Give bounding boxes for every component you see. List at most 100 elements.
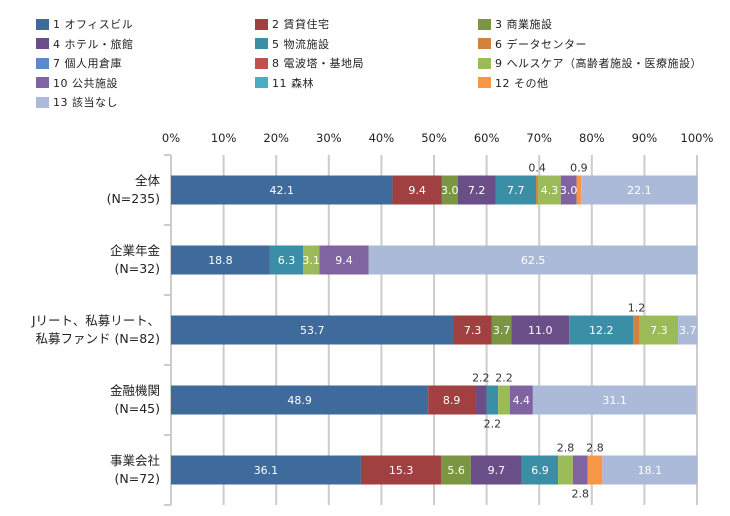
data-label: 6.3 <box>278 254 296 267</box>
legend-swatch <box>36 38 49 49</box>
category-label: 事業会社 <box>110 453 160 468</box>
data-label: 2.8 <box>586 442 604 455</box>
data-label: 62.5 <box>521 254 546 267</box>
bar-segment <box>576 175 582 205</box>
data-label: 0.9 <box>570 162 588 175</box>
data-label: 11.0 <box>528 324 553 337</box>
legend-swatch <box>36 77 49 88</box>
bar-segment <box>633 315 640 345</box>
data-label: 6.9 <box>531 464 549 477</box>
data-label: 2.2 <box>472 372 490 385</box>
data-label: 8.9 <box>443 394 461 407</box>
legend-swatch <box>36 57 49 69</box>
bar-segment <box>587 455 603 485</box>
legend-label: 5 物流施設 <box>272 37 330 51</box>
data-label: 7.3 <box>464 324 482 337</box>
bar-segment <box>360 455 442 485</box>
data-label: 2.8 <box>571 488 589 501</box>
bar-segment <box>569 315 634 345</box>
bar-segment <box>558 455 573 485</box>
data-label: 7.3 <box>650 324 668 337</box>
legend-item: 10 公共施設 <box>36 75 118 91</box>
bar-segment <box>678 315 698 345</box>
bar-segment <box>521 455 559 485</box>
category-label: (N=72) <box>115 471 160 486</box>
bar-segment <box>639 315 679 345</box>
x-tick-label: 90% <box>632 131 658 145</box>
bar-segment <box>441 175 458 205</box>
legend-swatch <box>255 38 268 49</box>
data-label: 4.3 <box>541 184 559 197</box>
x-tick-label: 0% <box>162 131 180 145</box>
data-label: 2.2 <box>484 418 502 431</box>
category-label: 私募ファンド (N=82) <box>36 331 160 346</box>
data-label: 0.4 <box>528 162 546 175</box>
bar-segment <box>581 175 698 205</box>
category-label: 金融機関 <box>110 383 160 398</box>
legend-label: 7 個人用倉庫 <box>53 57 122 70</box>
legend-label: 12 その他 <box>495 76 549 90</box>
legend-label: 2 賃貸住宅 <box>272 18 330 31</box>
bar-segment <box>453 315 492 345</box>
bar-segment <box>171 455 361 485</box>
bar-segment <box>491 315 512 345</box>
bar-segment <box>457 175 496 205</box>
legend-swatch <box>478 57 491 69</box>
bar-segment <box>532 385 697 415</box>
legend-item: 3 商業施設 <box>478 16 553 32</box>
bar-segment <box>171 175 393 205</box>
bar-segment <box>171 245 270 275</box>
data-label: 15.3 <box>389 464 414 477</box>
data-label: 4.4 <box>513 394 531 407</box>
bar-segment <box>536 175 539 205</box>
bar-segment <box>441 455 471 485</box>
legend-label: 11 森林 <box>272 76 314 90</box>
data-label: 31.1 <box>602 394 627 407</box>
data-label: 1.2 <box>628 302 646 315</box>
x-tick-label: 60% <box>474 131 500 145</box>
bar-segment <box>368 245 698 275</box>
data-label: 2.2 <box>495 372 513 385</box>
legend-item: 4 ホテル・旅館 <box>36 36 134 52</box>
data-label: 3.0 <box>441 184 459 197</box>
legend-swatch <box>36 18 49 30</box>
legend-item: 5 物流施設 <box>255 36 330 52</box>
legend-item: 2 賃貸住宅 <box>255 16 330 32</box>
bar-segment <box>509 385 533 415</box>
bar-segment <box>560 175 577 205</box>
bar-segment <box>392 175 442 205</box>
category-label: (N=32) <box>115 261 160 276</box>
legend-item: 11 森林 <box>255 75 314 91</box>
bar-segment <box>495 175 537 205</box>
data-label: 3.7 <box>679 324 697 337</box>
legend-item: 8 電波塔・基地局 <box>255 55 364 71</box>
data-label: 3.1 <box>302 254 320 267</box>
category-label: (N=45) <box>115 401 160 416</box>
data-label: 7.7 <box>507 184 525 197</box>
bar-segment <box>470 455 522 485</box>
legend-swatch <box>255 18 268 30</box>
data-label: 9.4 <box>335 254 353 267</box>
data-label: 7.2 <box>468 184 486 197</box>
bar-segment <box>486 385 499 415</box>
legend-swatch <box>255 77 268 88</box>
legend-item: 6 データセンター <box>478 36 587 52</box>
x-tick-label: 50% <box>421 131 447 145</box>
bar-segment <box>428 385 476 415</box>
data-label: 9.7 <box>488 464 506 477</box>
category-label: (N=235) <box>107 191 160 206</box>
data-label: 22.1 <box>627 184 652 197</box>
legend-swatch <box>478 77 491 88</box>
data-label: 12.2 <box>589 324 614 337</box>
bar-segment <box>538 175 561 205</box>
data-label: 36.1 <box>254 464 279 477</box>
legend-label: 9 ヘルスケア（高齢者施設・医療施設） <box>495 57 702 70</box>
chart-legend: 1 オフィスビル 2 賃貸住宅 3 商業施設 4 ホテル・旅館 5 物流施設 6 データセ… <box>0 0 730 120</box>
data-label: 53.7 <box>300 324 325 337</box>
x-tick-label: 100% <box>681 131 714 145</box>
legend-label: 13 該当なし <box>53 96 118 109</box>
legend-swatch <box>255 57 268 69</box>
data-label: 18.8 <box>208 254 233 267</box>
legend-swatch <box>478 18 491 30</box>
